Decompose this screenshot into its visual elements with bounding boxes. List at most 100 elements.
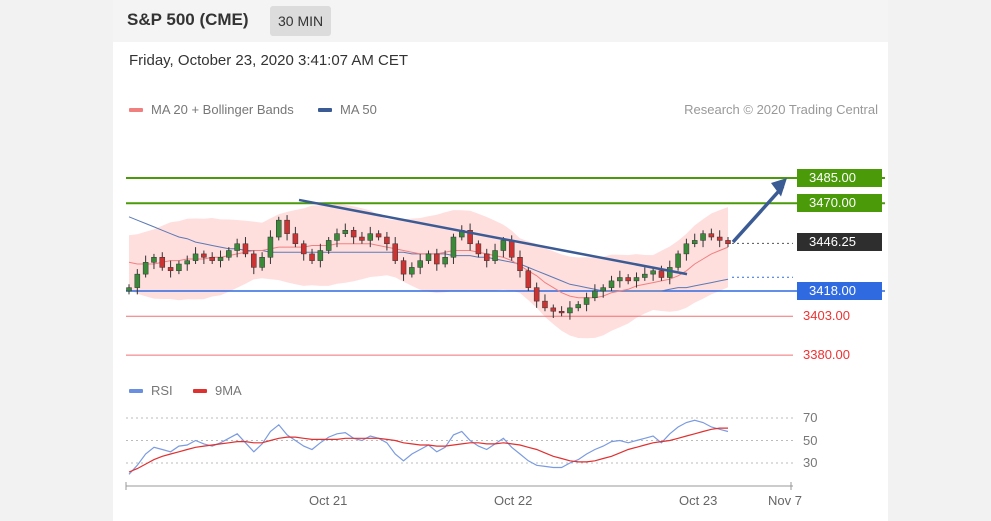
ma20-swatch: [129, 107, 143, 112]
candle-body: [126, 287, 132, 292]
rsi-ma9-line: [128, 427, 728, 473]
credit-text: Research © 2020 Trading Central: [684, 102, 878, 117]
candle-body: [467, 230, 473, 245]
candle-body: [375, 233, 382, 238]
candle-body: [292, 233, 299, 245]
level-s3: 3380.00: [803, 347, 850, 362]
candle-body: [367, 233, 374, 241]
candle-body: [325, 240, 332, 251]
level-r1: 3470.00: [797, 194, 882, 212]
candle-body: [434, 253, 440, 265]
forecast-arrow-head: [771, 178, 787, 197]
candle-body: [725, 240, 731, 245]
candle-body: [716, 236, 723, 241]
candle-body: [159, 257, 166, 268]
level-last: 3446.25: [797, 233, 882, 251]
candle-body: [342, 230, 349, 234]
candle-body: [309, 253, 315, 261]
chart-card: S&P 500 (CME) 30 MIN Friday, October 23,…: [113, 0, 888, 521]
candle-body: [650, 270, 656, 275]
candle-body: [300, 243, 307, 255]
legend-ma50: MA 50: [318, 102, 377, 117]
trendline: [298, 198, 688, 276]
price-chart: [125, 177, 885, 490]
ma50-swatch: [318, 107, 332, 112]
xtick-nov7: Nov 7: [768, 493, 802, 508]
legend-ma20: MA 20 + Bollinger Bands: [129, 102, 294, 117]
candle-body: [450, 236, 457, 258]
interval-badge[interactable]: 30 MIN: [270, 6, 332, 36]
legend-ma50-label: MA 50: [340, 102, 377, 117]
xtick-oct22: Oct 22: [494, 493, 533, 508]
candle-body: [400, 260, 407, 275]
candle-body: [226, 250, 232, 258]
candle-body: [425, 253, 432, 261]
candle-body: [234, 243, 240, 251]
candle-body: [625, 277, 631, 282]
candle-body: [209, 257, 215, 261]
candle-body: [334, 233, 340, 241]
candle-body: [691, 240, 698, 245]
forecast-arrow-shaft: [731, 185, 785, 244]
xtick-oct21: Oct 21: [309, 493, 348, 508]
candle-body: [359, 236, 365, 241]
candle-body: [384, 236, 390, 245]
candle-body: [608, 280, 615, 288]
candle-body: [417, 260, 423, 268]
candle-body: [642, 273, 648, 278]
candle-body: [700, 233, 706, 241]
candle-body: [683, 243, 690, 255]
candle-body: [134, 273, 141, 288]
candle-body: [583, 297, 590, 305]
candle-body: [600, 287, 606, 292]
candle-body: [575, 304, 581, 309]
candle-body: [317, 250, 324, 261]
candle-body: [675, 253, 681, 268]
candle-body: [259, 257, 265, 268]
rsi-level-70: 70: [803, 410, 818, 425]
candle-body: [176, 263, 182, 272]
candle-body: [251, 253, 257, 268]
xtick-oct23: Oct 23: [679, 493, 718, 508]
timestamp: Friday, October 23, 2020 3:41:07 AM CET: [129, 52, 409, 69]
legend-ma20-label: MA 20 + Bollinger Bands: [151, 102, 294, 117]
level-r2: 3485.00: [797, 169, 882, 187]
candle-body: [242, 243, 249, 255]
legend-rsi-label: RSI: [151, 383, 173, 398]
rsi-level-30: 30: [803, 455, 818, 470]
candle-body: [267, 236, 274, 258]
candle-body: [542, 300, 548, 309]
candle-body: [284, 219, 290, 234]
candle-body: [276, 219, 282, 238]
candle-body: [217, 257, 224, 261]
candle-body: [567, 307, 573, 314]
candle-body: [525, 270, 532, 288]
legend-rsi: RSI: [129, 383, 173, 398]
chart-header: S&P 500 (CME) 30 MIN: [113, 0, 888, 42]
candle-body: [392, 243, 398, 261]
rsi-swatch: [129, 388, 143, 393]
candle-body: [550, 307, 557, 312]
candle-body: [558, 310, 565, 314]
candle-body: [500, 240, 507, 251]
candle-body: [192, 253, 199, 261]
level-s2: 3403.00: [803, 308, 850, 323]
instrument-title: S&P 500 (CME): [127, 10, 249, 29]
candle-body: [142, 262, 149, 275]
candle-body: [184, 260, 190, 265]
ma9-swatch: [193, 388, 207, 393]
candle-body: [617, 277, 623, 282]
candle-body: [533, 287, 540, 302]
candle-body: [442, 257, 448, 265]
candle-body: [508, 240, 515, 258]
candle-body: [167, 267, 174, 272]
candle-body: [592, 290, 598, 298]
candle-body: [658, 270, 665, 278]
candle-body: [667, 267, 673, 278]
candle-body: [350, 230, 357, 238]
candle-body: [409, 267, 415, 275]
candle-body: [475, 243, 482, 255]
candle-body: [151, 257, 157, 263]
legend-9ma-label: 9MA: [215, 383, 242, 398]
level-s1: 3418.00: [797, 282, 882, 300]
